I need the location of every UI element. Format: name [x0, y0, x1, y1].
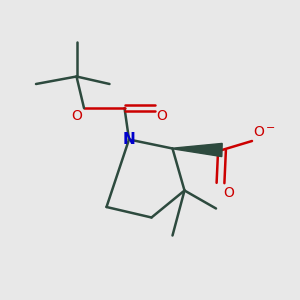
Text: −: −: [266, 124, 275, 134]
Text: O: O: [156, 110, 167, 124]
Text: N: N: [123, 132, 135, 147]
Polygon shape: [172, 143, 222, 157]
Text: O: O: [224, 186, 234, 200]
Text: O: O: [72, 110, 83, 124]
Text: O: O: [254, 124, 264, 139]
